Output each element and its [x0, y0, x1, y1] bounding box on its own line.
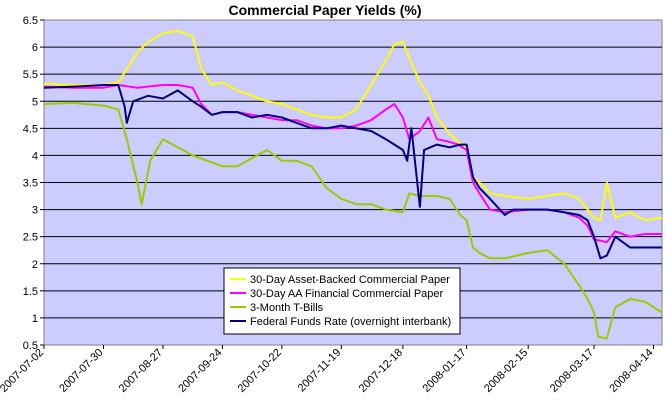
y-tick-label: 6 — [32, 42, 38, 54]
y-tick-label: 4.5 — [23, 123, 38, 135]
x-tick-label: 2008-02-15 — [482, 347, 530, 395]
y-tick-label: 1 — [32, 313, 38, 325]
y-tick-label: 4 — [32, 150, 38, 162]
series-line-1 — [43, 29, 663, 222]
x-tick-label: 2007-07-30 — [57, 347, 105, 395]
legend-label: 30-Day AA Financial Commercial Paper — [250, 288, 444, 300]
y-tick-label: 0.5 — [23, 340, 38, 352]
x-tick-label: 2007-07-02 — [0, 347, 46, 395]
x-tick-label: 2007-09-24 — [176, 347, 224, 395]
grid-layer — [44, 46, 662, 319]
y-tick-label: 2 — [32, 259, 38, 271]
y-tick-label: 2.5 — [23, 232, 38, 244]
x-tick-label: 2008-01-17 — [420, 347, 468, 395]
legend-box — [223, 267, 461, 335]
series-line-3 — [43, 101, 663, 340]
legend-label: Federal Funds Rate (overnight interbank) — [250, 316, 451, 328]
y-tick-label: 3 — [32, 205, 38, 217]
y-tick-label: 5.5 — [23, 69, 38, 81]
x-tick-label: 2007-08-27 — [117, 347, 165, 395]
y-axis: 0.5 1 1.5 2 2.5 3 3.5 4 4.5 5 5.5 6 6.5 — [23, 15, 44, 352]
y-tick-label: 5 — [32, 96, 38, 108]
x-axis: 2007-07-02 2007-07-30 2007-08-27 2007-09-24… — [0, 345, 656, 395]
series-layer — [43, 29, 663, 340]
x-tick-label: 2007-10-22 — [236, 347, 284, 395]
series-line-2 — [43, 84, 662, 244]
legend-label: 30-Day Asset-Backed Commercial Paper — [250, 274, 450, 286]
y-tick-label: 3.5 — [23, 178, 38, 190]
x-tick-label: 2008-03-17 — [548, 347, 596, 395]
x-tick-label: 2008-04-14 — [607, 347, 655, 395]
chart-title: Commercial Paper Yields (%) — [229, 2, 422, 18]
legend: 30-Day Asset-Backed Commercial Paper 30-D… — [223, 267, 461, 335]
x-tick-label: 2007-12-18 — [357, 347, 405, 395]
y-tick-label: 6.5 — [23, 15, 38, 27]
y-tick-label: 1.5 — [23, 286, 38, 298]
legend-items: 30-Day Asset-Backed Commercial Paper 30-D… — [230, 274, 451, 328]
x-tick-label: 2007-11-19 — [296, 347, 344, 395]
legend-label: 3-Month T-Bills — [250, 302, 324, 314]
series-line-4 — [43, 84, 662, 260]
